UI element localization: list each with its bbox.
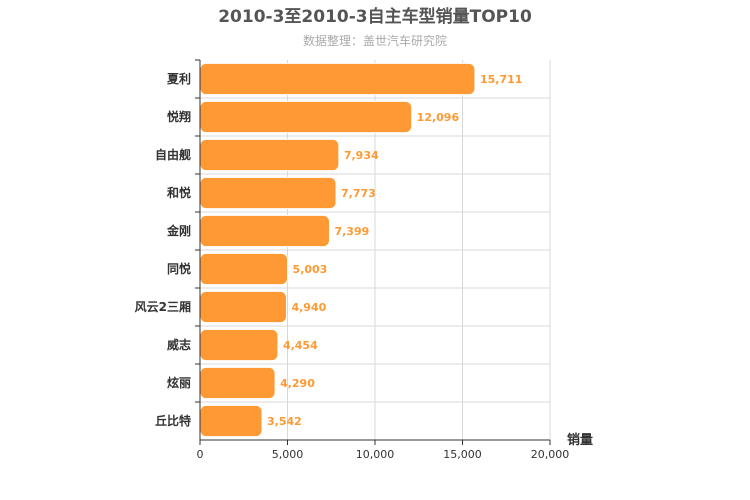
- data-label: 5,003: [293, 263, 328, 276]
- x-tick-label: 5,000: [272, 448, 304, 461]
- x-tick-label: 15,000: [443, 448, 482, 461]
- x-tick-label: 10,000: [356, 448, 395, 461]
- data-label: 4,940: [291, 301, 326, 314]
- chart-title: 2010-3至2010-3自主车型销量TOP10: [218, 6, 532, 27]
- data-label: 7,399: [334, 225, 369, 238]
- bar: [199, 100, 413, 134]
- bar: [199, 62, 476, 96]
- category-label: 金刚: [166, 223, 191, 238]
- data-label: 3,542: [267, 415, 302, 428]
- bar: [199, 214, 330, 248]
- category-label: 同悦: [167, 261, 191, 276]
- data-label: 12,096: [417, 111, 460, 124]
- bar: [199, 328, 279, 362]
- bar: [199, 290, 287, 324]
- category-label: 威志: [167, 337, 191, 352]
- data-label: 4,454: [283, 339, 318, 352]
- bar: [199, 138, 340, 172]
- chart-subtitle: 数据整理：盖世汽车研究院: [303, 33, 447, 48]
- bar: [199, 252, 289, 286]
- bar: [199, 176, 337, 210]
- category-label: 炫丽: [167, 375, 191, 390]
- category-label: 自由舰: [155, 147, 191, 162]
- axes: 0 5,000 10,000 15,000 20,000 夏利悦翔自由舰和悦金刚同悦风云2…: [135, 59, 570, 461]
- bar: [199, 404, 263, 438]
- category-label: 悦翔: [167, 109, 191, 124]
- x-axis-title: 销量: [567, 432, 593, 448]
- bars: 15,711 12,096 7,934 7,773 7,399 5,003 4,940 4,4…: [199, 62, 522, 438]
- data-label: 4,290: [280, 377, 315, 390]
- x-tick-label: 0: [197, 448, 204, 461]
- x-tick-label: 20,000: [531, 448, 570, 461]
- category-label: 丘比特: [155, 413, 191, 428]
- data-label: 7,934: [344, 149, 379, 162]
- category-label: 夏利: [167, 71, 191, 86]
- category-label: 风云2三厢: [135, 300, 191, 314]
- bar: [199, 366, 276, 400]
- data-label: 15,711: [480, 73, 522, 86]
- category-label: 和悦: [166, 185, 191, 200]
- data-label: 7,773: [341, 187, 376, 200]
